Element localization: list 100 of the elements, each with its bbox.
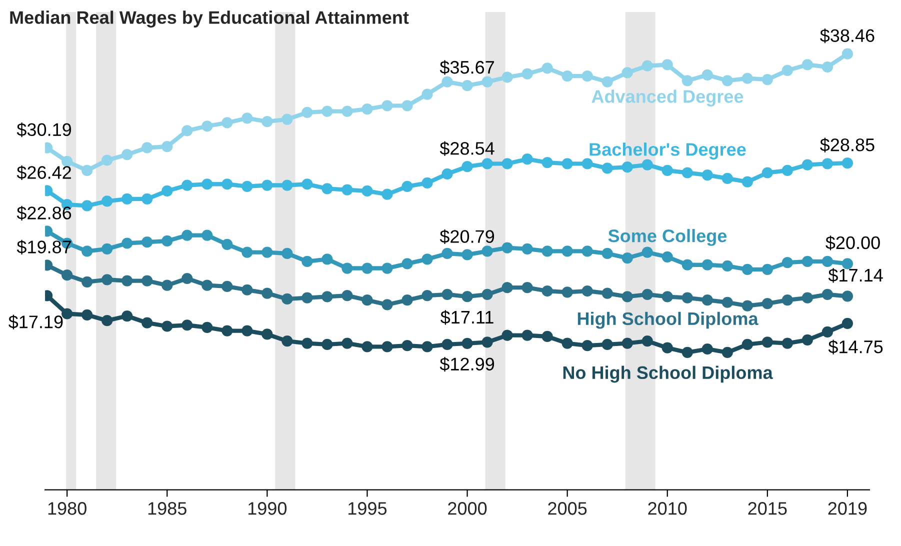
point bbox=[262, 180, 273, 191]
data-label: $35.67 bbox=[440, 60, 494, 75]
point bbox=[342, 106, 353, 117]
point bbox=[182, 125, 193, 136]
point bbox=[342, 184, 353, 196]
point bbox=[762, 74, 773, 86]
point bbox=[302, 178, 313, 190]
point bbox=[642, 288, 653, 300]
point bbox=[162, 141, 173, 152]
chart-title: Median Real Wages by Educational Attainment bbox=[10, 10, 409, 28]
point bbox=[102, 274, 113, 286]
point bbox=[282, 114, 293, 125]
point bbox=[82, 164, 93, 176]
series-label: No High School Diploma bbox=[563, 366, 773, 383]
point bbox=[462, 161, 473, 172]
point bbox=[602, 248, 613, 260]
point bbox=[522, 243, 533, 254]
point bbox=[262, 116, 273, 128]
point bbox=[502, 242, 513, 254]
point bbox=[522, 282, 533, 294]
point bbox=[202, 120, 213, 132]
data-label: $20.79 bbox=[440, 229, 494, 244]
point bbox=[562, 286, 573, 298]
series-label: Advanced Degree bbox=[592, 90, 744, 107]
point bbox=[122, 238, 133, 249]
point bbox=[602, 76, 613, 88]
data-label: $17.11 bbox=[440, 310, 494, 325]
point bbox=[422, 254, 433, 265]
point bbox=[702, 69, 713, 81]
point bbox=[822, 61, 833, 73]
point bbox=[542, 62, 553, 74]
point bbox=[442, 248, 453, 260]
point bbox=[562, 246, 573, 257]
point bbox=[262, 328, 273, 340]
point bbox=[762, 298, 773, 310]
point bbox=[782, 338, 793, 349]
point bbox=[582, 70, 593, 82]
point bbox=[662, 164, 673, 176]
point bbox=[102, 243, 113, 254]
data-label: $30.19 bbox=[16, 122, 72, 138]
point bbox=[202, 178, 213, 190]
point bbox=[682, 75, 693, 86]
point bbox=[562, 70, 573, 82]
x-tick-label: 2000 bbox=[448, 502, 487, 515]
point bbox=[462, 249, 473, 260]
point bbox=[722, 346, 733, 358]
point bbox=[342, 338, 353, 349]
point bbox=[262, 246, 273, 258]
point bbox=[502, 330, 513, 341]
point bbox=[482, 336, 493, 348]
data-label: $12.99 bbox=[440, 356, 494, 372]
series-label: Bachelor's Degree bbox=[590, 142, 746, 160]
point bbox=[502, 282, 513, 294]
point bbox=[102, 154, 113, 166]
point bbox=[182, 320, 193, 331]
point bbox=[282, 335, 293, 347]
point bbox=[802, 334, 813, 346]
point bbox=[182, 180, 193, 191]
point bbox=[122, 275, 133, 286]
point bbox=[802, 59, 813, 70]
x-tick-label: 1990 bbox=[248, 502, 287, 515]
point bbox=[662, 291, 673, 302]
point bbox=[402, 340, 413, 352]
point bbox=[122, 193, 133, 204]
point bbox=[622, 162, 633, 173]
point bbox=[82, 309, 93, 320]
x-tick-label: 2010 bbox=[648, 502, 687, 515]
point bbox=[122, 149, 133, 160]
point bbox=[762, 336, 773, 348]
point bbox=[642, 335, 653, 347]
point bbox=[702, 343, 713, 355]
point bbox=[242, 112, 253, 124]
point bbox=[582, 246, 593, 257]
point bbox=[142, 193, 153, 204]
point bbox=[82, 276, 93, 288]
point bbox=[722, 296, 733, 308]
point bbox=[382, 100, 393, 112]
x-tick-label: 2005 bbox=[548, 502, 587, 515]
point bbox=[582, 340, 593, 352]
point bbox=[582, 285, 593, 297]
point bbox=[82, 246, 93, 257]
point bbox=[382, 341, 393, 352]
point bbox=[662, 59, 673, 70]
point bbox=[802, 159, 813, 170]
data-label: $14.75 bbox=[828, 340, 883, 354]
point bbox=[222, 280, 233, 292]
point bbox=[762, 167, 773, 178]
point bbox=[562, 158, 573, 170]
point bbox=[202, 322, 213, 333]
point bbox=[782, 164, 793, 176]
data-label: $20.00 bbox=[826, 236, 880, 250]
point bbox=[142, 142, 153, 154]
data-label: $22.86 bbox=[16, 206, 72, 220]
data-label: $19.87 bbox=[16, 240, 71, 254]
point bbox=[622, 67, 633, 78]
point bbox=[362, 341, 373, 352]
point bbox=[682, 346, 693, 358]
point bbox=[162, 185, 173, 196]
point bbox=[162, 235, 173, 247]
point bbox=[562, 338, 573, 349]
